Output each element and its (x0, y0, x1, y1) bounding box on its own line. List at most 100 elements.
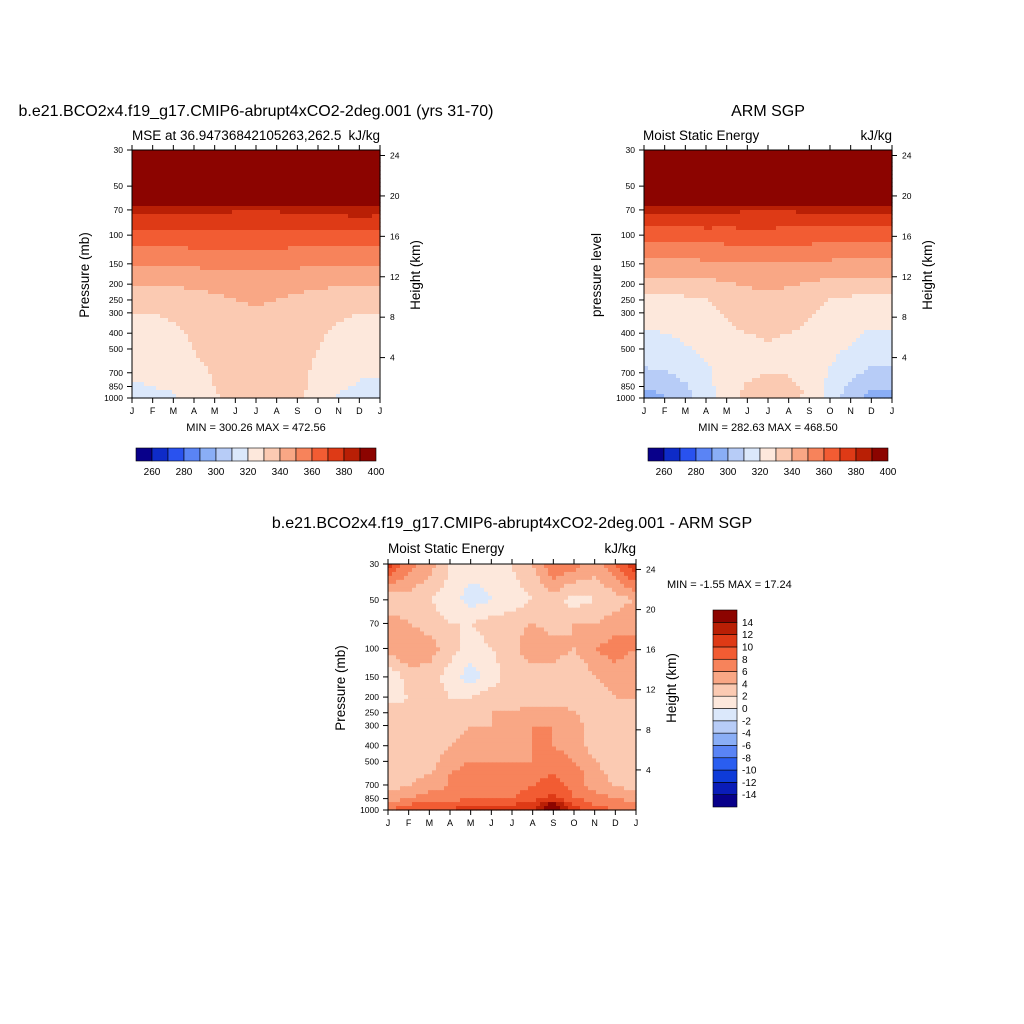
contour-cell (184, 230, 189, 235)
contour-cell (160, 358, 165, 363)
contour-cell (888, 170, 893, 175)
contour-cell (140, 258, 145, 263)
contour-cell (224, 310, 229, 315)
contour-cell (312, 182, 317, 187)
contour-cell (172, 186, 177, 191)
contour-cell (676, 186, 681, 191)
contour-cell (664, 206, 669, 211)
contour-cell (316, 262, 321, 267)
contour-cell (244, 366, 249, 371)
contour-cell (292, 282, 297, 287)
contour-cell (768, 170, 773, 175)
contour-cell (148, 174, 153, 179)
contour-cell (256, 302, 261, 307)
contour-cell (312, 358, 317, 363)
contour-cell (176, 174, 181, 179)
contour-cell (168, 274, 173, 279)
contour-cell (184, 382, 189, 387)
contour-cell (144, 270, 149, 275)
contour-cell (808, 154, 813, 159)
contour-cell (364, 258, 369, 263)
contour-cell (724, 178, 729, 183)
contour-cell (336, 246, 341, 251)
contour-cell (188, 214, 193, 219)
contour-cell (284, 282, 289, 287)
contour-cell (688, 166, 693, 171)
contour-cell (244, 342, 249, 347)
contour-cell (356, 318, 361, 323)
contour-cell (240, 158, 245, 163)
contour-cell (372, 178, 377, 183)
contour-cell (308, 154, 313, 159)
contour-cell (292, 334, 297, 339)
contour-cell (292, 366, 297, 371)
contour-cell (352, 270, 357, 275)
contour-cell (324, 294, 329, 299)
contour-cell (148, 346, 153, 351)
contour-cell (232, 306, 237, 311)
contour-cell (888, 202, 893, 207)
contour-cell (256, 314, 261, 319)
contour-cell (220, 158, 225, 163)
contour-cell (160, 222, 165, 227)
contour-cell (308, 266, 313, 271)
contour-cell (308, 298, 313, 303)
contour-cell (224, 346, 229, 351)
contour-cell (204, 194, 209, 199)
contour-cell (224, 214, 229, 219)
contour-cell (156, 266, 161, 271)
contour-cell (288, 338, 293, 343)
contour-cell (348, 262, 353, 267)
contour-cell (692, 214, 697, 219)
contour-cell (172, 194, 177, 199)
contour-cell (324, 342, 329, 347)
contour-cell (248, 282, 253, 287)
contour-cell (184, 370, 189, 375)
contour-cell (308, 282, 313, 287)
contour-cell (184, 314, 189, 319)
contour-cell (300, 390, 305, 395)
contour-cell (792, 154, 797, 159)
contour-cell (288, 182, 293, 187)
contour-cell (324, 266, 329, 271)
contour-cell (648, 158, 653, 163)
contour-cell (736, 174, 741, 179)
contour-cell (240, 278, 245, 283)
contour-cell (280, 294, 285, 299)
contour-cell (140, 346, 145, 351)
contour-cell (212, 154, 217, 159)
contour-cell (184, 194, 189, 199)
contour-cell (172, 294, 177, 299)
contour-cell (700, 170, 705, 175)
contour-cell (364, 274, 369, 279)
contour-cell (204, 254, 209, 259)
contour-cell (768, 150, 773, 155)
contour-cell (248, 226, 253, 231)
contour-cell (256, 366, 261, 371)
contour-cell (308, 358, 313, 363)
contour-cell (184, 338, 189, 343)
contour-cell (168, 266, 173, 271)
contour-cell (296, 274, 301, 279)
contour-cell (144, 174, 149, 179)
contour-cell (376, 374, 381, 379)
contour-cell (364, 354, 369, 359)
contour-cell (264, 162, 269, 167)
contour-cell (372, 166, 377, 171)
contour-cell (212, 166, 217, 171)
contour-cell (300, 214, 305, 219)
contour-cell (132, 214, 137, 219)
contour-cell (356, 306, 361, 311)
contour-cell (240, 174, 245, 179)
contour-cell (296, 278, 301, 283)
contour-cell (144, 278, 149, 283)
contour-cell (236, 226, 241, 231)
contour-cell (160, 274, 165, 279)
contour-cell (268, 382, 273, 387)
contour-cell (376, 354, 381, 359)
contour-cell (212, 178, 217, 183)
contour-cell (320, 270, 325, 275)
contour-cell (324, 326, 329, 331)
contour-cell (152, 322, 157, 327)
contour-cell (160, 298, 165, 303)
